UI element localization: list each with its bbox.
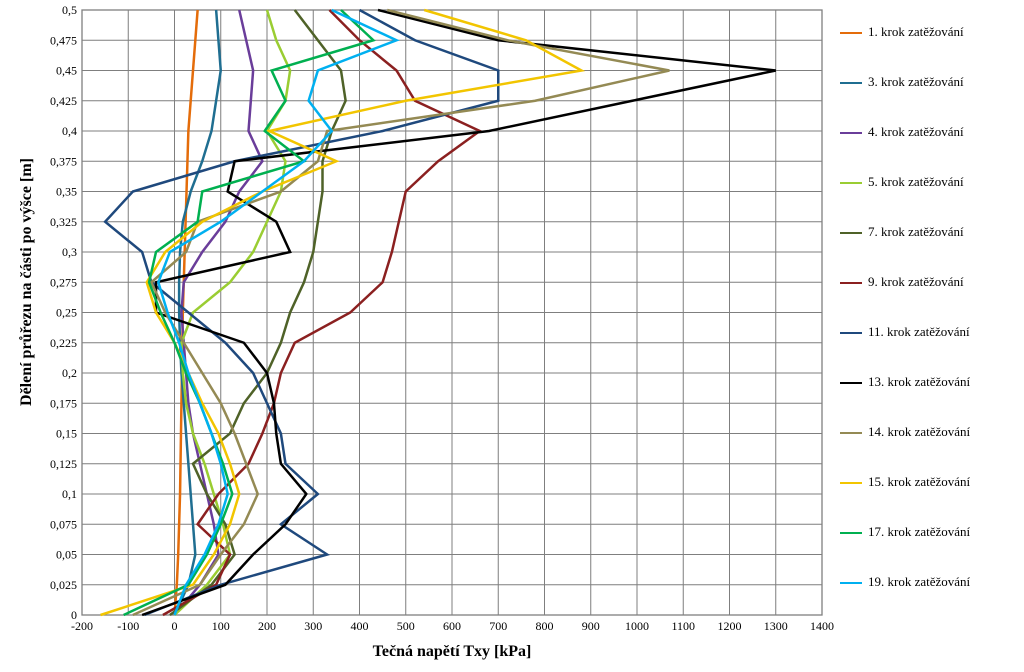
- svg-text:0,35: 0,35: [56, 185, 77, 199]
- svg-text:0,2: 0,2: [62, 366, 77, 380]
- svg-text:0,425: 0,425: [50, 94, 77, 108]
- svg-text:200: 200: [258, 619, 276, 633]
- legend-label: 7. krok zatěžování: [868, 224, 964, 239]
- legend-item: 3. krok zatěžování: [840, 74, 964, 90]
- svg-text:900: 900: [582, 619, 600, 633]
- svg-text:600: 600: [443, 619, 461, 633]
- legend-item: 5. krok zatěžování: [840, 174, 964, 190]
- legend-label: 19. krok zatěžování: [868, 574, 970, 589]
- legend-item: 9. krok zatěžování: [840, 274, 964, 290]
- legend-swatch: [840, 282, 862, 284]
- svg-text:0,5: 0,5: [62, 3, 77, 17]
- legend-item: 11. krok zatěžování: [840, 324, 970, 340]
- svg-text:1200: 1200: [718, 619, 742, 633]
- svg-text:700: 700: [489, 619, 507, 633]
- svg-text:1000: 1000: [625, 619, 649, 633]
- legend-swatch: [840, 332, 862, 334]
- svg-text:0,45: 0,45: [56, 64, 77, 78]
- legend-label: 9. krok zatěžování: [868, 274, 964, 289]
- legend-item: 19. krok zatěžování: [840, 574, 970, 590]
- svg-text:300: 300: [304, 619, 322, 633]
- svg-text:0: 0: [172, 619, 178, 633]
- legend-swatch: [840, 182, 862, 184]
- svg-text:500: 500: [397, 619, 415, 633]
- legend-swatch: [840, 382, 862, 384]
- svg-text:0,4: 0,4: [62, 124, 77, 138]
- legend-label: 3. krok zatěžování: [868, 74, 964, 89]
- svg-text:0,075: 0,075: [50, 517, 77, 531]
- legend-label: 1. krok zatěžování: [868, 24, 964, 39]
- legend-item: 15. krok zatěžování: [840, 474, 970, 490]
- legend-swatch: [840, 432, 862, 434]
- legend-swatch: [840, 482, 862, 484]
- svg-text:0,025: 0,025: [50, 578, 77, 592]
- svg-text:0,275: 0,275: [50, 275, 77, 289]
- legend-swatch: [840, 132, 862, 134]
- svg-text:800: 800: [536, 619, 554, 633]
- legend-item: 7. krok zatěžování: [840, 224, 964, 240]
- svg-text:100: 100: [212, 619, 230, 633]
- svg-text:1100: 1100: [671, 619, 695, 633]
- legend-item: 14. krok zatěžování: [840, 424, 970, 440]
- legend-item: 17. krok zatěžování: [840, 524, 970, 540]
- legend-swatch: [840, 82, 862, 84]
- x-axis-label: Tečná napětí Txy [kPa]: [82, 643, 822, 661]
- legend-swatch: [840, 232, 862, 234]
- legend-item: 4. krok zatěžování: [840, 124, 964, 140]
- svg-text:0: 0: [71, 608, 77, 622]
- svg-text:1400: 1400: [810, 619, 834, 633]
- svg-text:1300: 1300: [764, 619, 788, 633]
- svg-text:0,15: 0,15: [56, 427, 77, 441]
- svg-text:0,475: 0,475: [50, 33, 77, 47]
- legend-label: 13. krok zatěžování: [868, 374, 970, 389]
- legend-label: 5. krok zatěžování: [868, 174, 964, 189]
- svg-text:0,3: 0,3: [62, 245, 77, 259]
- legend-label: 14. krok zatěžování: [868, 424, 970, 439]
- svg-text:0,325: 0,325: [50, 215, 77, 229]
- svg-text:0,375: 0,375: [50, 154, 77, 168]
- svg-text:0,05: 0,05: [56, 548, 77, 562]
- svg-text:0,1: 0,1: [62, 487, 77, 501]
- svg-text:0,225: 0,225: [50, 336, 77, 350]
- y-axis-label: Dělení průřezu na části po výšce [m]: [18, 40, 36, 524]
- legend-label: 17. krok zatěžování: [868, 524, 970, 539]
- legend-item: 1. krok zatěžování: [840, 24, 964, 40]
- legend-label: 11. krok zatěžování: [868, 324, 970, 339]
- chart-container: -200-10001002003004005006007008009001000…: [0, 0, 1024, 672]
- svg-text:400: 400: [351, 619, 369, 633]
- svg-text:0,175: 0,175: [50, 396, 77, 410]
- svg-text:-100: -100: [117, 619, 139, 633]
- legend-label: 4. krok zatěžování: [868, 124, 964, 139]
- legend-swatch: [840, 582, 862, 584]
- svg-text:0,125: 0,125: [50, 457, 77, 471]
- legend-label: 15. krok zatěžování: [868, 474, 970, 489]
- legend-swatch: [840, 532, 862, 534]
- legend-item: 13. krok zatěžování: [840, 374, 970, 390]
- legend-swatch: [840, 32, 862, 34]
- svg-text:0,25: 0,25: [56, 306, 77, 320]
